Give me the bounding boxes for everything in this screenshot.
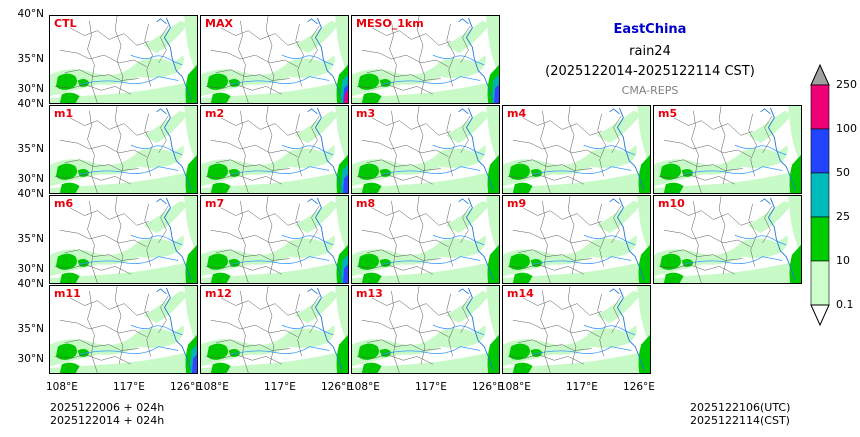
- colorbar: [810, 63, 830, 327]
- rain-map: [654, 196, 801, 283]
- lon-label: 108°E: [46, 381, 78, 393]
- map-panel-m9: m9: [502, 195, 651, 284]
- lon-label: 126°E: [623, 381, 655, 393]
- rain-map: [50, 16, 197, 103]
- colorbar-segment: [810, 172, 830, 218]
- lon-label: 117°E: [113, 381, 145, 393]
- footer-init: 2025122006 + 024h 2025122014 + 024h: [50, 401, 164, 427]
- panel-label: MAX: [205, 17, 233, 30]
- colorbar-segment: [810, 216, 830, 262]
- lat-label: 30°N: [17, 83, 44, 95]
- colorbar-level-label: 250: [836, 78, 857, 91]
- rain-map: [352, 286, 499, 373]
- rain-map: [201, 286, 348, 373]
- rain-map: [50, 106, 197, 193]
- lat-label: 35°N: [17, 233, 44, 245]
- colorbar-level-label: 100: [836, 122, 857, 135]
- panel-label: m14: [507, 287, 534, 300]
- map-panel-m4: m4: [502, 105, 651, 194]
- panel-label: m3: [356, 107, 376, 120]
- rain-map: [352, 16, 499, 103]
- panel-label: m6: [54, 197, 74, 210]
- lon-label: 117°E: [566, 381, 598, 393]
- map-panel-m12: m12: [200, 285, 349, 374]
- map-panel-m10: m10: [653, 195, 802, 284]
- footer-valid-cst: 2025122114(CST): [690, 414, 790, 427]
- map-panel-max: MAX: [200, 15, 349, 104]
- title-period: (2025122014-2025122114 CST): [545, 64, 755, 79]
- panel-label: m11: [54, 287, 81, 300]
- panel-label: m8: [356, 197, 376, 210]
- panel-label: m5: [658, 107, 678, 120]
- colorbar-segment: [810, 128, 830, 174]
- map-panel-m6: m6: [49, 195, 198, 284]
- title-region: EastChina: [613, 22, 687, 37]
- rain-map: [50, 196, 197, 283]
- rain-map: [201, 16, 348, 103]
- lon-label: 108°E: [348, 381, 380, 393]
- footer-valid: 2025122106(UTC) 2025122114(CST): [690, 401, 790, 427]
- footer-init-utc: 2025122006 + 024h: [50, 401, 165, 414]
- footer-init-cst: 2025122014 + 024h: [50, 414, 165, 427]
- lat-label: 40°N: [17, 188, 44, 200]
- rain-map: [201, 106, 348, 193]
- panel-label: m2: [205, 107, 225, 120]
- panel-label: m4: [507, 107, 527, 120]
- panel-label: m10: [658, 197, 685, 210]
- rain-map: [352, 106, 499, 193]
- lat-label: 35°N: [17, 143, 44, 155]
- colorbar-segment: [810, 260, 830, 306]
- panel-label: m13: [356, 287, 383, 300]
- lon-label: 108°E: [499, 381, 531, 393]
- colorbar-level-label: 10: [836, 254, 850, 267]
- lat-label: 40°N: [17, 8, 44, 20]
- map-panel-m8: m8: [351, 195, 500, 284]
- panel-label: CTL: [54, 17, 77, 30]
- map-panel-m2: m2: [200, 105, 349, 194]
- colorbar-level-label: 25: [836, 210, 850, 223]
- rain-map: [50, 286, 197, 373]
- footer-valid-utc: 2025122106(UTC): [690, 401, 791, 414]
- panel-label: m1: [54, 107, 74, 120]
- map-panel-m3: m3: [351, 105, 500, 194]
- map-panel-m13: m13: [351, 285, 500, 374]
- colorbar-level-label: 0.1: [836, 298, 854, 311]
- panel-label: m7: [205, 197, 225, 210]
- colorbar-over-triangle: [810, 63, 830, 86]
- panel-label: MESO_1km: [356, 17, 424, 30]
- map-panel-m14: m14: [502, 285, 651, 374]
- map-panel-m11: m11: [49, 285, 198, 374]
- lat-label: 40°N: [17, 278, 44, 290]
- lon-label: 117°E: [415, 381, 447, 393]
- lon-label: 126°E: [472, 381, 504, 393]
- colorbar-level-label: 50: [836, 166, 850, 179]
- lat-label: 30°N: [17, 173, 44, 185]
- lat-label: 30°N: [17, 263, 44, 275]
- rain-map: [503, 286, 650, 373]
- lon-label: 117°E: [264, 381, 296, 393]
- lat-label: 30°N: [17, 353, 44, 365]
- map-panel-m1: m1: [49, 105, 198, 194]
- map-panel-ctl: CTL: [49, 15, 198, 104]
- map-panel-meso-1km: MESO_1km: [351, 15, 500, 104]
- title-variable: rain24: [629, 44, 671, 59]
- colorbar-segment: [810, 84, 830, 130]
- rain-map: [352, 196, 499, 283]
- rain-map: [503, 106, 650, 193]
- colorbar-under-triangle: [810, 304, 830, 327]
- lon-label: 126°E: [170, 381, 202, 393]
- map-panel-m5: m5: [653, 105, 802, 194]
- lat-label: 40°N: [17, 98, 44, 110]
- panel-label: m9: [507, 197, 527, 210]
- map-panel-m7: m7: [200, 195, 349, 284]
- lat-label: 35°N: [17, 323, 44, 335]
- rain-map: [503, 196, 650, 283]
- lat-label: 35°N: [17, 53, 44, 65]
- lon-label: 108°E: [197, 381, 229, 393]
- title-source: CMA-REPS: [621, 84, 679, 97]
- panel-label: m12: [205, 287, 232, 300]
- lon-label: 126°E: [321, 381, 353, 393]
- rain-map: [201, 196, 348, 283]
- rain-map: [654, 106, 801, 193]
